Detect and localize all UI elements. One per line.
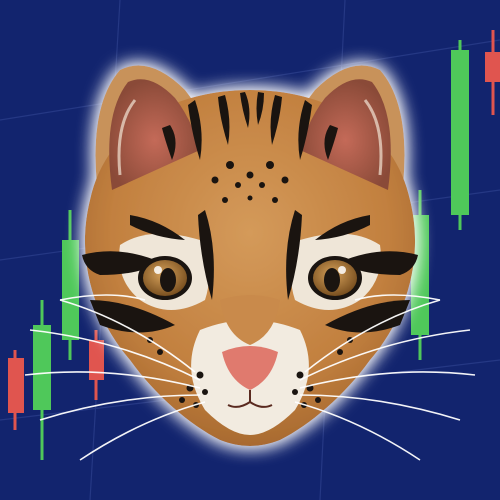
head <box>84 90 416 446</box>
candle <box>33 325 51 410</box>
nose <box>222 346 278 390</box>
candlesticks <box>8 30 500 460</box>
mouth <box>227 390 273 408</box>
candle <box>8 358 24 413</box>
left-eye-icon <box>138 256 192 300</box>
candle <box>451 50 469 215</box>
candle <box>485 52 500 82</box>
candle <box>62 240 79 340</box>
eye-markings <box>82 210 418 333</box>
whiskers <box>24 294 476 461</box>
forehead-markings <box>162 92 338 203</box>
right-eye-icon <box>308 256 362 300</box>
candle <box>89 340 104 380</box>
nose-bridge <box>220 295 280 345</box>
